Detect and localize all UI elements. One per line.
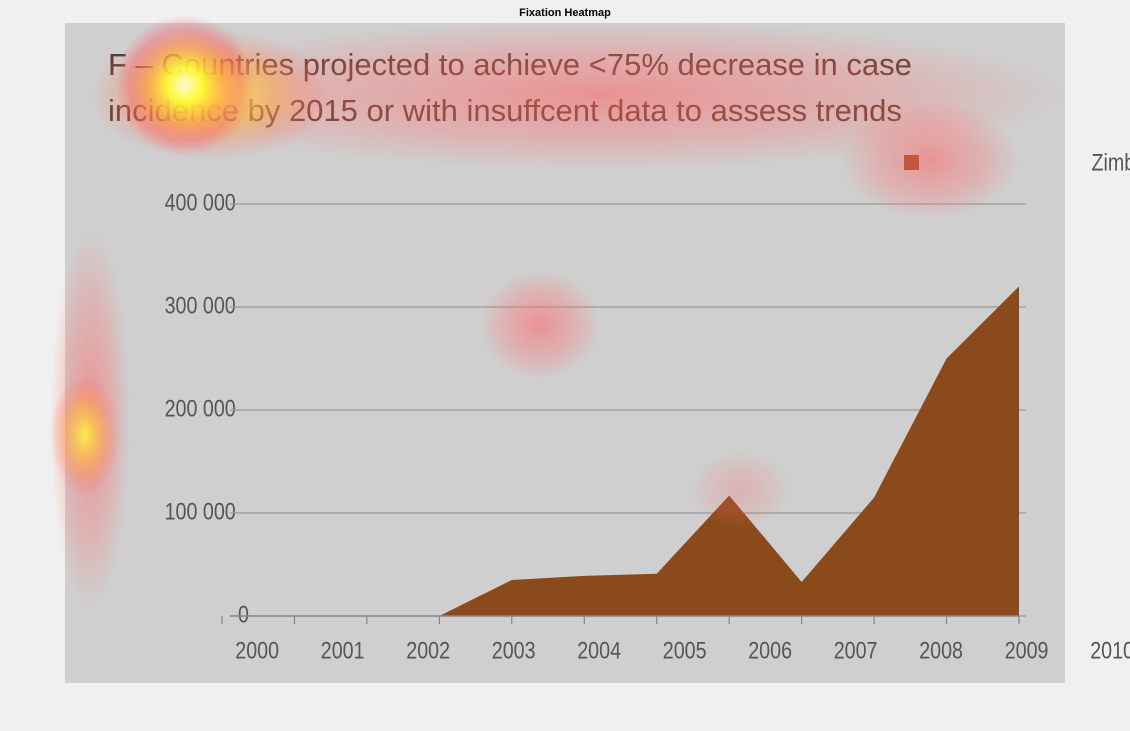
x-tick-label: 2000: [235, 636, 279, 663]
y-tick-label: 100 000: [165, 497, 236, 524]
x-tick-label: 2006: [748, 636, 792, 663]
legend-swatch: [904, 155, 919, 170]
x-tick-label: 2001: [321, 636, 365, 663]
chart-title: F – Countries projected to achieve <75% …: [108, 47, 912, 128]
page-title: Fixation Heatmap: [519, 7, 611, 19]
y-tick-label: 300 000: [165, 291, 236, 318]
x-tick-label: 2004: [577, 636, 621, 663]
x-tick-label: 2007: [834, 636, 878, 663]
y-tick-label: 400 000: [165, 188, 236, 215]
x-tick-label: 2010: [1090, 636, 1130, 663]
y-tick-label: 200 000: [165, 394, 236, 421]
x-tick-label: 2008: [919, 636, 963, 663]
x-tick-label: 2003: [492, 636, 536, 663]
area: [222, 286, 1019, 616]
x-tick-label: 2002: [406, 636, 450, 663]
x-tick-label: 2005: [663, 636, 707, 663]
y-tick-label: 0: [238, 600, 249, 627]
x-tick-label: 2009: [1005, 636, 1049, 663]
legend-label: Zimbabwe: [1092, 148, 1130, 175]
